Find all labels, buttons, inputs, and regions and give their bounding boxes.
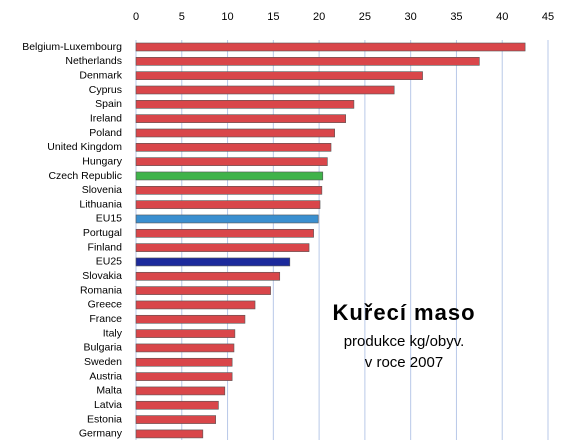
bar: [135, 257, 291, 267]
bar: [135, 85, 395, 95]
y-tick-label: Slovakia: [82, 270, 122, 282]
bar: [135, 200, 321, 209]
bar: [135, 57, 480, 66]
x-tick-label: 45: [542, 11, 554, 23]
bar: [135, 157, 328, 166]
bar: [135, 343, 235, 353]
y-tick-label: Netherlands: [65, 55, 122, 67]
bar: [135, 42, 526, 52]
bar: [135, 114, 346, 123]
y-tick-label: Bulgaria: [83, 342, 122, 354]
y-tick-label: Austria: [89, 370, 122, 382]
y-tick-label: Latvia: [94, 399, 122, 411]
bar: [135, 214, 319, 224]
bar: [135, 143, 332, 152]
x-tick-label: 5: [179, 11, 185, 23]
bar: [135, 400, 219, 410]
x-tick-label: 20: [313, 11, 325, 23]
bar: [135, 243, 310, 252]
x-tick-label: 15: [267, 11, 279, 23]
bar: [135, 429, 204, 439]
x-tick-label: 25: [359, 11, 371, 23]
annotation: v roce 2007: [365, 354, 443, 371]
bar: [135, 300, 256, 310]
x-tick-label: 35: [450, 11, 462, 23]
y-tick-label: France: [89, 313, 122, 325]
x-tick-label: 10: [221, 11, 233, 23]
bar: [135, 314, 246, 324]
bar: [135, 372, 233, 381]
y-tick-label: Italy: [103, 327, 123, 339]
x-tick-label: 40: [496, 11, 508, 23]
bar: [135, 357, 233, 367]
bar: [135, 415, 216, 424]
bar: [135, 100, 355, 109]
y-tick-label: Malta: [96, 385, 122, 397]
y-tick-label: Spain: [95, 98, 122, 110]
y-tick-label: Belgium-Luxembourg: [22, 41, 122, 53]
y-tick-label: Cyprus: [89, 84, 122, 96]
y-tick-label: Ireland: [90, 112, 122, 124]
bar: [135, 171, 324, 181]
y-tick-label: Germany: [79, 428, 123, 440]
y-tick-label: Finland: [88, 241, 123, 253]
bar: [135, 186, 323, 195]
y-tick-label: Romania: [80, 284, 122, 296]
bar: [135, 128, 335, 138]
x-tick-label: 0: [133, 11, 139, 23]
bar: [135, 71, 423, 80]
y-tick-label: Greece: [88, 299, 123, 311]
bar: [135, 228, 314, 238]
bar: [135, 271, 281, 281]
x-tick-label: 30: [405, 11, 417, 23]
y-tick-label: Lithuania: [79, 198, 122, 210]
y-tick-label: EU25: [96, 256, 122, 268]
y-tick-label: Poland: [89, 127, 122, 139]
bar: [135, 329, 236, 338]
y-tick-label: Hungary: [82, 155, 122, 167]
chart-title: Kuřecí maso: [332, 300, 475, 325]
y-tick-label: Portugal: [83, 227, 122, 239]
y-tick-label: Slovenia: [82, 184, 122, 196]
chart-subtitle: produkce kg/obyv.: [344, 333, 465, 350]
y-tick-label: United Kingdom: [47, 141, 122, 153]
y-tick-label: Estonia: [87, 413, 122, 425]
bar: [135, 386, 226, 396]
y-tick-label: Denmark: [79, 69, 122, 81]
y-tick-label: Sweden: [84, 356, 122, 368]
bar: [135, 286, 271, 295]
y-tick-label: EU15: [96, 213, 122, 225]
y-tick-label: Czech Republic: [48, 170, 122, 182]
